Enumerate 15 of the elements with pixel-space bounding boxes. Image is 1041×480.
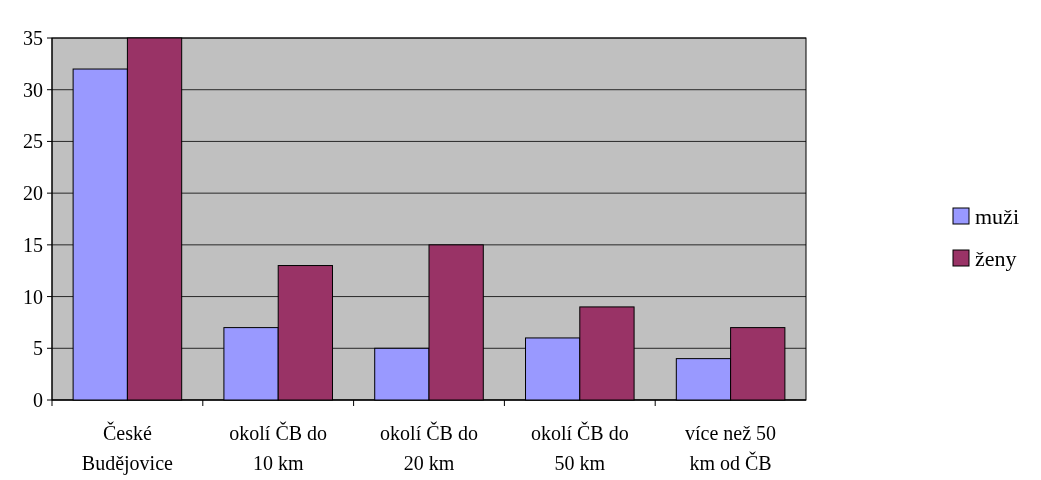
y-tick-label: 0 [33,389,43,411]
y-tick-label: 20 [23,182,43,205]
legend-label: ženy [975,245,1017,271]
y-tick-label: 30 [23,78,43,101]
x-tick-label: více než 50 km od ČB [685,422,777,474]
y-tick-label: 25 [23,130,43,153]
legend-label: muži [975,203,1019,229]
x-tick-label: okolí ČB do 10 km [229,421,328,474]
y-tick-label: 15 [23,233,43,256]
x-tick-label: okolí ČB do 50 km [530,421,629,474]
x-tick-label: okolí ČB do 20 km [380,421,478,474]
y-tick-label: 10 [23,285,43,308]
x-tick-label: České Budějovice [81,421,174,475]
y-tick-label: 5 [33,337,43,360]
y-tick-label: 35 [23,27,43,49]
